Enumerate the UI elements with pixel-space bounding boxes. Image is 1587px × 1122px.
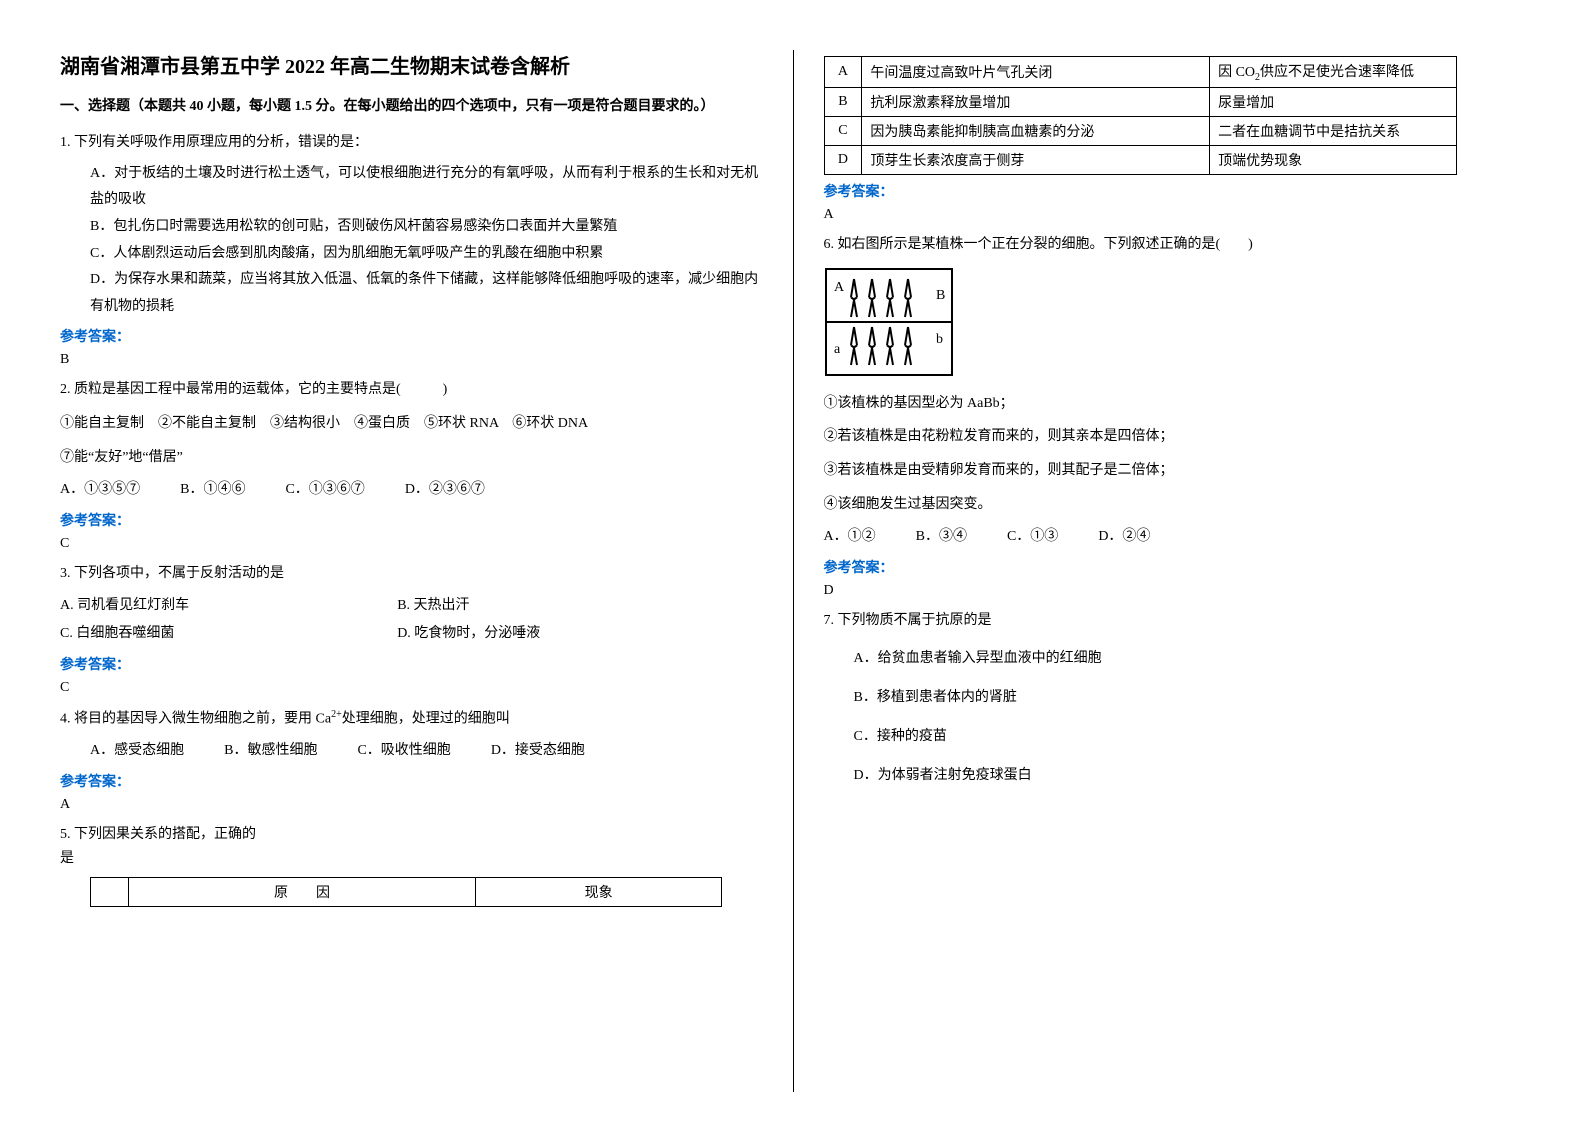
q4-answer: A (60, 797, 763, 813)
bottom-chromosomes (851, 327, 911, 365)
q5-row-d-id: D (824, 145, 862, 174)
q2-answer: C (60, 536, 763, 552)
q2-answer-label: 参考答案： (60, 510, 763, 530)
q5-row-d-cause: 顶芽生长素浓度高于侧芽 (862, 145, 1210, 174)
q6-answer: D (824, 583, 1528, 599)
q2-line1: ①能自主复制 ②不能自主复制 ③结构很小 ④蛋白质 ⑤环状 RNA ⑥环状 DN… (60, 412, 763, 436)
q7-opt-c: C．接种的疫苗 (854, 717, 1528, 756)
q7-stem: 7. 下列物质不属于抗原的是 (824, 609, 1528, 633)
q2-options: A．①③⑤⑦ B．①④⑥ C．①③⑥⑦ D．②③⑥⑦ (60, 476, 763, 504)
q3-options-row2: C. 白细胞吞噬细菌 D. 吃食物时，分泌唾液 (60, 620, 763, 648)
q5-stem: 5. 下列因果关系的搭配，正确的 (60, 823, 763, 847)
q7-opt-d: D．为体弱者注射免疫球蛋白 (854, 756, 1528, 795)
table-row: D 顶芽生长素浓度高于侧芽 顶端优势现象 (824, 145, 1456, 174)
q4-options: A．感受态细胞 B．敏感性细胞 C．吸收性细胞 D．接受态细胞 (60, 737, 763, 765)
q2-opt-a: A．①③⑤⑦ (60, 476, 140, 504)
q6-opt-d: D．②④ (1098, 523, 1150, 551)
q1-opt-b: B．包扎伤口时需要选用松软的创可贴，否则破伤风杆菌容易感染伤口表面并大量繁殖 (90, 214, 763, 241)
q3-answer-label: 参考答案： (60, 654, 763, 674)
q5-table-header-row: 原 因 现象 (91, 877, 722, 906)
q3-opt-a: A. 司机看见红灯刹车 (60, 592, 397, 620)
q6-opt-a: A．①② (824, 523, 876, 551)
label-B: B (936, 288, 945, 303)
q5-row-c-cause: 因为胰岛素能抑制胰高血糖素的分泌 (862, 116, 1210, 145)
q1-opt-a: A．对于板结的土壤及时进行松土透气，可以使根细胞进行充分的有氧呼吸，从而有利于根… (90, 161, 763, 214)
q6-opt-c: C．①③ (1007, 523, 1058, 551)
q5-header-effect: 现象 (476, 877, 722, 906)
table-row: C 因为胰岛素能抑制胰高血糖素的分泌 二者在血糖调节中是拮抗关系 (824, 116, 1456, 145)
right-column: A 午间温度过高致叶片气孔关闭 因 CO2供应不足使光合速率降低 B 抗利尿激素… (794, 50, 1528, 1092)
q3-opt-c: C. 白细胞吞噬细菌 (60, 620, 397, 648)
q6-s3: ③若该植株是由受精卵发育而来的，则其配子是二倍体； (824, 459, 1528, 483)
q2-stem: 2. 质粒是基因工程中最常用的运载体，它的主要特点是( ) (60, 378, 763, 402)
q4-answer-label: 参考答案： (60, 771, 763, 791)
q6-answer-label: 参考答案： (824, 557, 1528, 577)
q3-stem: 3. 下列各项中，不属于反射活动的是 (60, 562, 763, 586)
q3-opt-d: D. 吃食物时，分泌唾液 (397, 620, 734, 648)
q5-table-body: A 午间温度过高致叶片气孔关闭 因 CO2供应不足使光合速率降低 B 抗利尿激素… (824, 56, 1457, 175)
q5-row-b-id: B (824, 87, 862, 116)
q6-s2: ②若该植株是由花粉粒发育而来的，则其亲本是四倍体； (824, 425, 1528, 449)
q5-row-a-effect-suffix: 供应不足使光合速率降低 (1260, 65, 1414, 80)
q7-opt-a: A．给贫血患者输入异型血液中的红细胞 (854, 639, 1528, 678)
q5-row-b-effect: 尿量增加 (1210, 87, 1457, 116)
q4-stem-prefix: 4. 将目的基因导入微生物细胞之前，要用 Ca (60, 711, 331, 726)
q2-opt-d: D．②③⑥⑦ (405, 476, 485, 504)
table-row: A 午间温度过高致叶片气孔关闭 因 CO2供应不足使光合速率降低 (824, 57, 1456, 88)
q5-row-a-cause: 午间温度过高致叶片气孔关闭 (862, 57, 1210, 88)
q1-answer-label: 参考答案： (60, 326, 763, 346)
top-chromosomes (851, 279, 911, 317)
q4-stem-super: 2+ (331, 709, 342, 720)
label-b: b (936, 332, 943, 347)
label-a: a (834, 342, 841, 357)
q5-stem2: 是 (60, 847, 763, 871)
left-column: 湖南省湘潭市县第五中学 2022 年高二生物期末试卷含解析 一、选择题（本题共 … (60, 50, 794, 1092)
q4-opt-a: A．感受态细胞 (90, 737, 184, 765)
q5-answer: A (824, 207, 1528, 223)
q4-opt-d: D．接受态细胞 (491, 737, 585, 765)
q5-row-a-id: A (824, 57, 862, 88)
exam-title: 湖南省湘潭市县第五中学 2022 年高二生物期末试卷含解析 (60, 50, 763, 79)
q4-stem: 4. 将目的基因导入微生物细胞之前，要用 Ca2+处理细胞，处理过的细胞叫 (60, 706, 763, 731)
q3-opt-b: B. 天热出汗 (397, 592, 734, 620)
q1-opt-c: C．人体剧烈运动后会感到肌肉酸痛，因为肌细胞无氧呼吸产生的乳酸在细胞中积累 (90, 241, 763, 268)
q3-answer: C (60, 680, 763, 696)
table-row: B 抗利尿激素释放量增加 尿量增加 (824, 87, 1456, 116)
q6-s1: ①该植株的基因型必为 AaBb； (824, 392, 1528, 416)
q5-row-d-effect: 顶端优势现象 (1210, 145, 1457, 174)
q5-row-a-effect: 因 CO2供应不足使光合速率降低 (1210, 57, 1457, 88)
q7-options: A．给贫血患者输入异型血液中的红细胞 B．移植到患者体内的肾脏 C．接种的疫苗 … (824, 639, 1528, 796)
q5-header-cause: 原 因 (128, 877, 475, 906)
section1-title: 一、选择题（本题共 40 小题，每小题 1.5 分。在每小题给出的四个选项中，只… (60, 95, 763, 115)
q5-row-a-effect-prefix: 因 CO (1218, 65, 1255, 80)
q6-cell-diagram: A B a b (824, 267, 1528, 382)
q5-row-c-id: C (824, 116, 862, 145)
q4-opt-b: B．敏感性细胞 (224, 737, 317, 765)
label-A: A (834, 280, 845, 295)
q1-opt-d: D．为保存水果和蔬菜，应当将其放入低温、低氧的条件下储藏，这样能够降低细胞呼吸的… (90, 267, 763, 320)
q7-opt-b: B．移植到患者体内的肾脏 (854, 678, 1528, 717)
q5-table-header: 原 因 现象 (90, 877, 722, 907)
q2-opt-c: C．①③⑥⑦ (285, 476, 364, 504)
q4-stem-suffix: 处理细胞，处理过的细胞叫 (342, 711, 510, 726)
q6-opt-b: B．③④ (916, 523, 967, 551)
q1-options: A．对于板结的土壤及时进行松土透气，可以使根细胞进行充分的有氧呼吸，从而有利于根… (60, 161, 763, 321)
q2-line2: ⑦能“友好”地“借居” (60, 446, 763, 470)
q6-stem: 6. 如右图所示是某植株一个正在分裂的细胞。下列叙述正确的是( ) (824, 233, 1528, 257)
q1-answer: B (60, 352, 763, 368)
q4-opt-c: C．吸收性细胞 (357, 737, 450, 765)
q2-opt-b: B．①④⑥ (180, 476, 245, 504)
q6-s4: ④该细胞发生过基因突变。 (824, 493, 1528, 517)
q5-answer-label: 参考答案： (824, 181, 1528, 201)
q1-stem: 1. 下列有关呼吸作用原理应用的分析，错误的是： (60, 131, 763, 155)
q5-row-b-cause: 抗利尿激素释放量增加 (862, 87, 1210, 116)
q6-options: A．①② B．③④ C．①③ D．②④ (824, 523, 1528, 551)
q5-row-c-effect: 二者在血糖调节中是拮抗关系 (1210, 116, 1457, 145)
q3-options-row1: A. 司机看见红灯刹车 B. 天热出汗 (60, 592, 763, 620)
cell-svg: A B a b (824, 267, 954, 377)
